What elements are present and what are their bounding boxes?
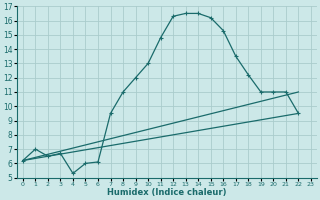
X-axis label: Humidex (Indice chaleur): Humidex (Indice chaleur) — [107, 188, 227, 197]
